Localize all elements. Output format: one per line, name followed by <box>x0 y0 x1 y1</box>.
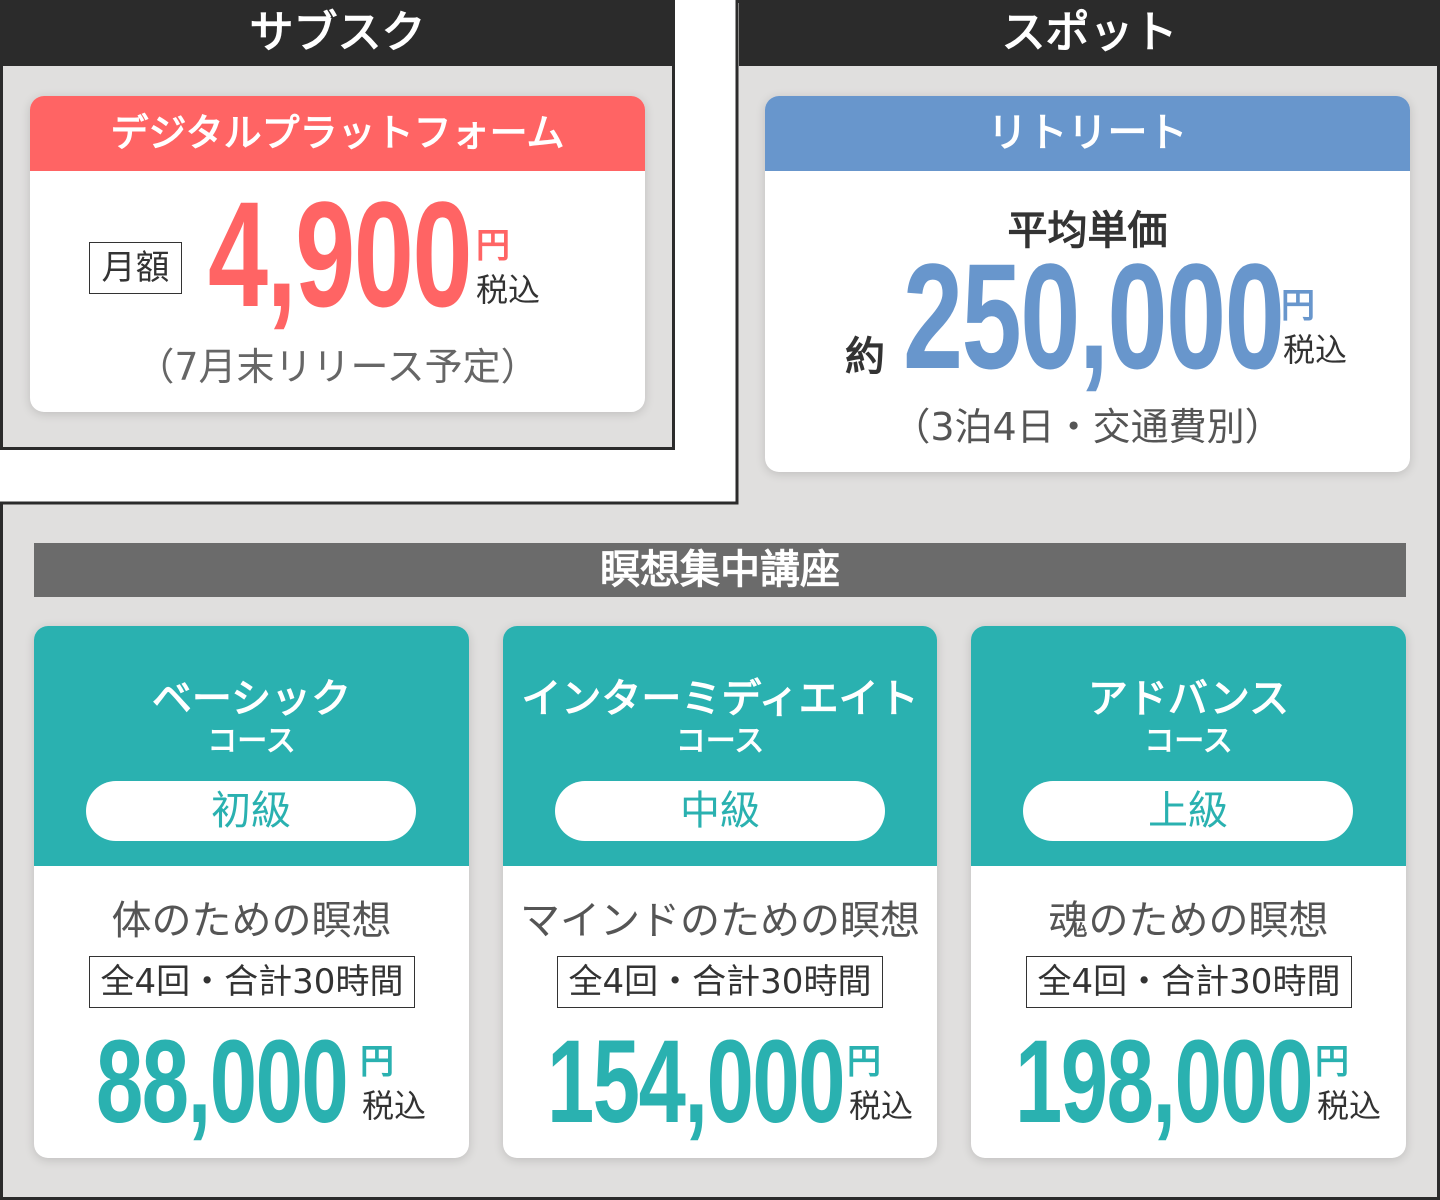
currency: 円 <box>476 226 510 266</box>
currency: 円 <box>360 1042 394 1082</box>
course-detail: 全4回・合計30時間 <box>1026 956 1352 1008</box>
course-name: インターミディエイト <box>521 676 919 722</box>
spot-note: （3泊4日・交通費別） <box>892 405 1283 449</box>
tax-label: 税込 <box>362 1087 427 1125</box>
currency: 円 <box>1281 286 1315 326</box>
spot-card: リトリート 平均単価 約 250,000 円 税込 （3泊4日・交通費別） <box>765 96 1410 472</box>
currency: 円 <box>847 1042 881 1082</box>
course-detail: 全4回・合計30時間 <box>89 956 415 1008</box>
course-desc: マインドのための瞑想 <box>520 898 920 944</box>
tax-label: 税込 <box>849 1087 914 1125</box>
meditation-header: 瞑想集中講座 <box>34 543 1406 597</box>
level-badge: 初級 <box>86 781 416 841</box>
course-sub: コース <box>1144 724 1233 759</box>
course-price: 198,000 <box>1015 1016 1313 1148</box>
subscription-price: 4,900 <box>208 170 473 338</box>
subscription-card-title: デジタルプラットフォーム <box>30 96 645 171</box>
average-price-label: 平均単価 <box>1007 208 1168 254</box>
spot-card-title: リトリート <box>765 96 1410 171</box>
tax-label: 税込 <box>476 271 541 309</box>
release-note: （7月末リリース予定） <box>136 345 539 389</box>
level-badge: 上級 <box>1023 781 1353 841</box>
approx-label: 約 <box>845 334 885 380</box>
level-badge: 中級 <box>555 781 885 841</box>
spot-price: 250,000 <box>903 232 1285 400</box>
monthly-label: 月額 <box>89 242 182 294</box>
course-price: 88,000 <box>96 1016 349 1148</box>
course-card-advanced: アドバンス コース 上級 魂のための瞑想 全4回・合計30時間 198,000 … <box>971 626 1406 1158</box>
subscription-header: サブスク <box>0 0 675 66</box>
course-sub: コース <box>675 724 765 759</box>
currency: 円 <box>1315 1042 1349 1082</box>
spot-header: スポット <box>739 0 1440 66</box>
subscription-card: デジタルプラットフォーム 月額 4,900 円 税込 （7月末リリース予定） <box>30 96 645 412</box>
tax-label: 税込 <box>1317 1087 1382 1125</box>
course-name: アドバンス <box>1087 676 1290 722</box>
course-card-intermediate: インターミディエイト コース 中級 マインドのための瞑想 全4回・合計30時間 … <box>503 626 937 1158</box>
course-detail: 全4回・合計30時間 <box>557 956 883 1008</box>
tax-label: 税込 <box>1283 331 1348 369</box>
course-name: ベーシック <box>151 676 352 722</box>
course-desc: 魂のための瞑想 <box>1048 898 1329 944</box>
course-price: 154,000 <box>547 1016 845 1148</box>
course-sub: コース <box>207 724 296 759</box>
course-desc: 体のための瞑想 <box>111 898 392 944</box>
course-card-basic: ベーシック コース 初級 体のための瞑想 全4回・合計30時間 88,000 円… <box>34 626 469 1158</box>
